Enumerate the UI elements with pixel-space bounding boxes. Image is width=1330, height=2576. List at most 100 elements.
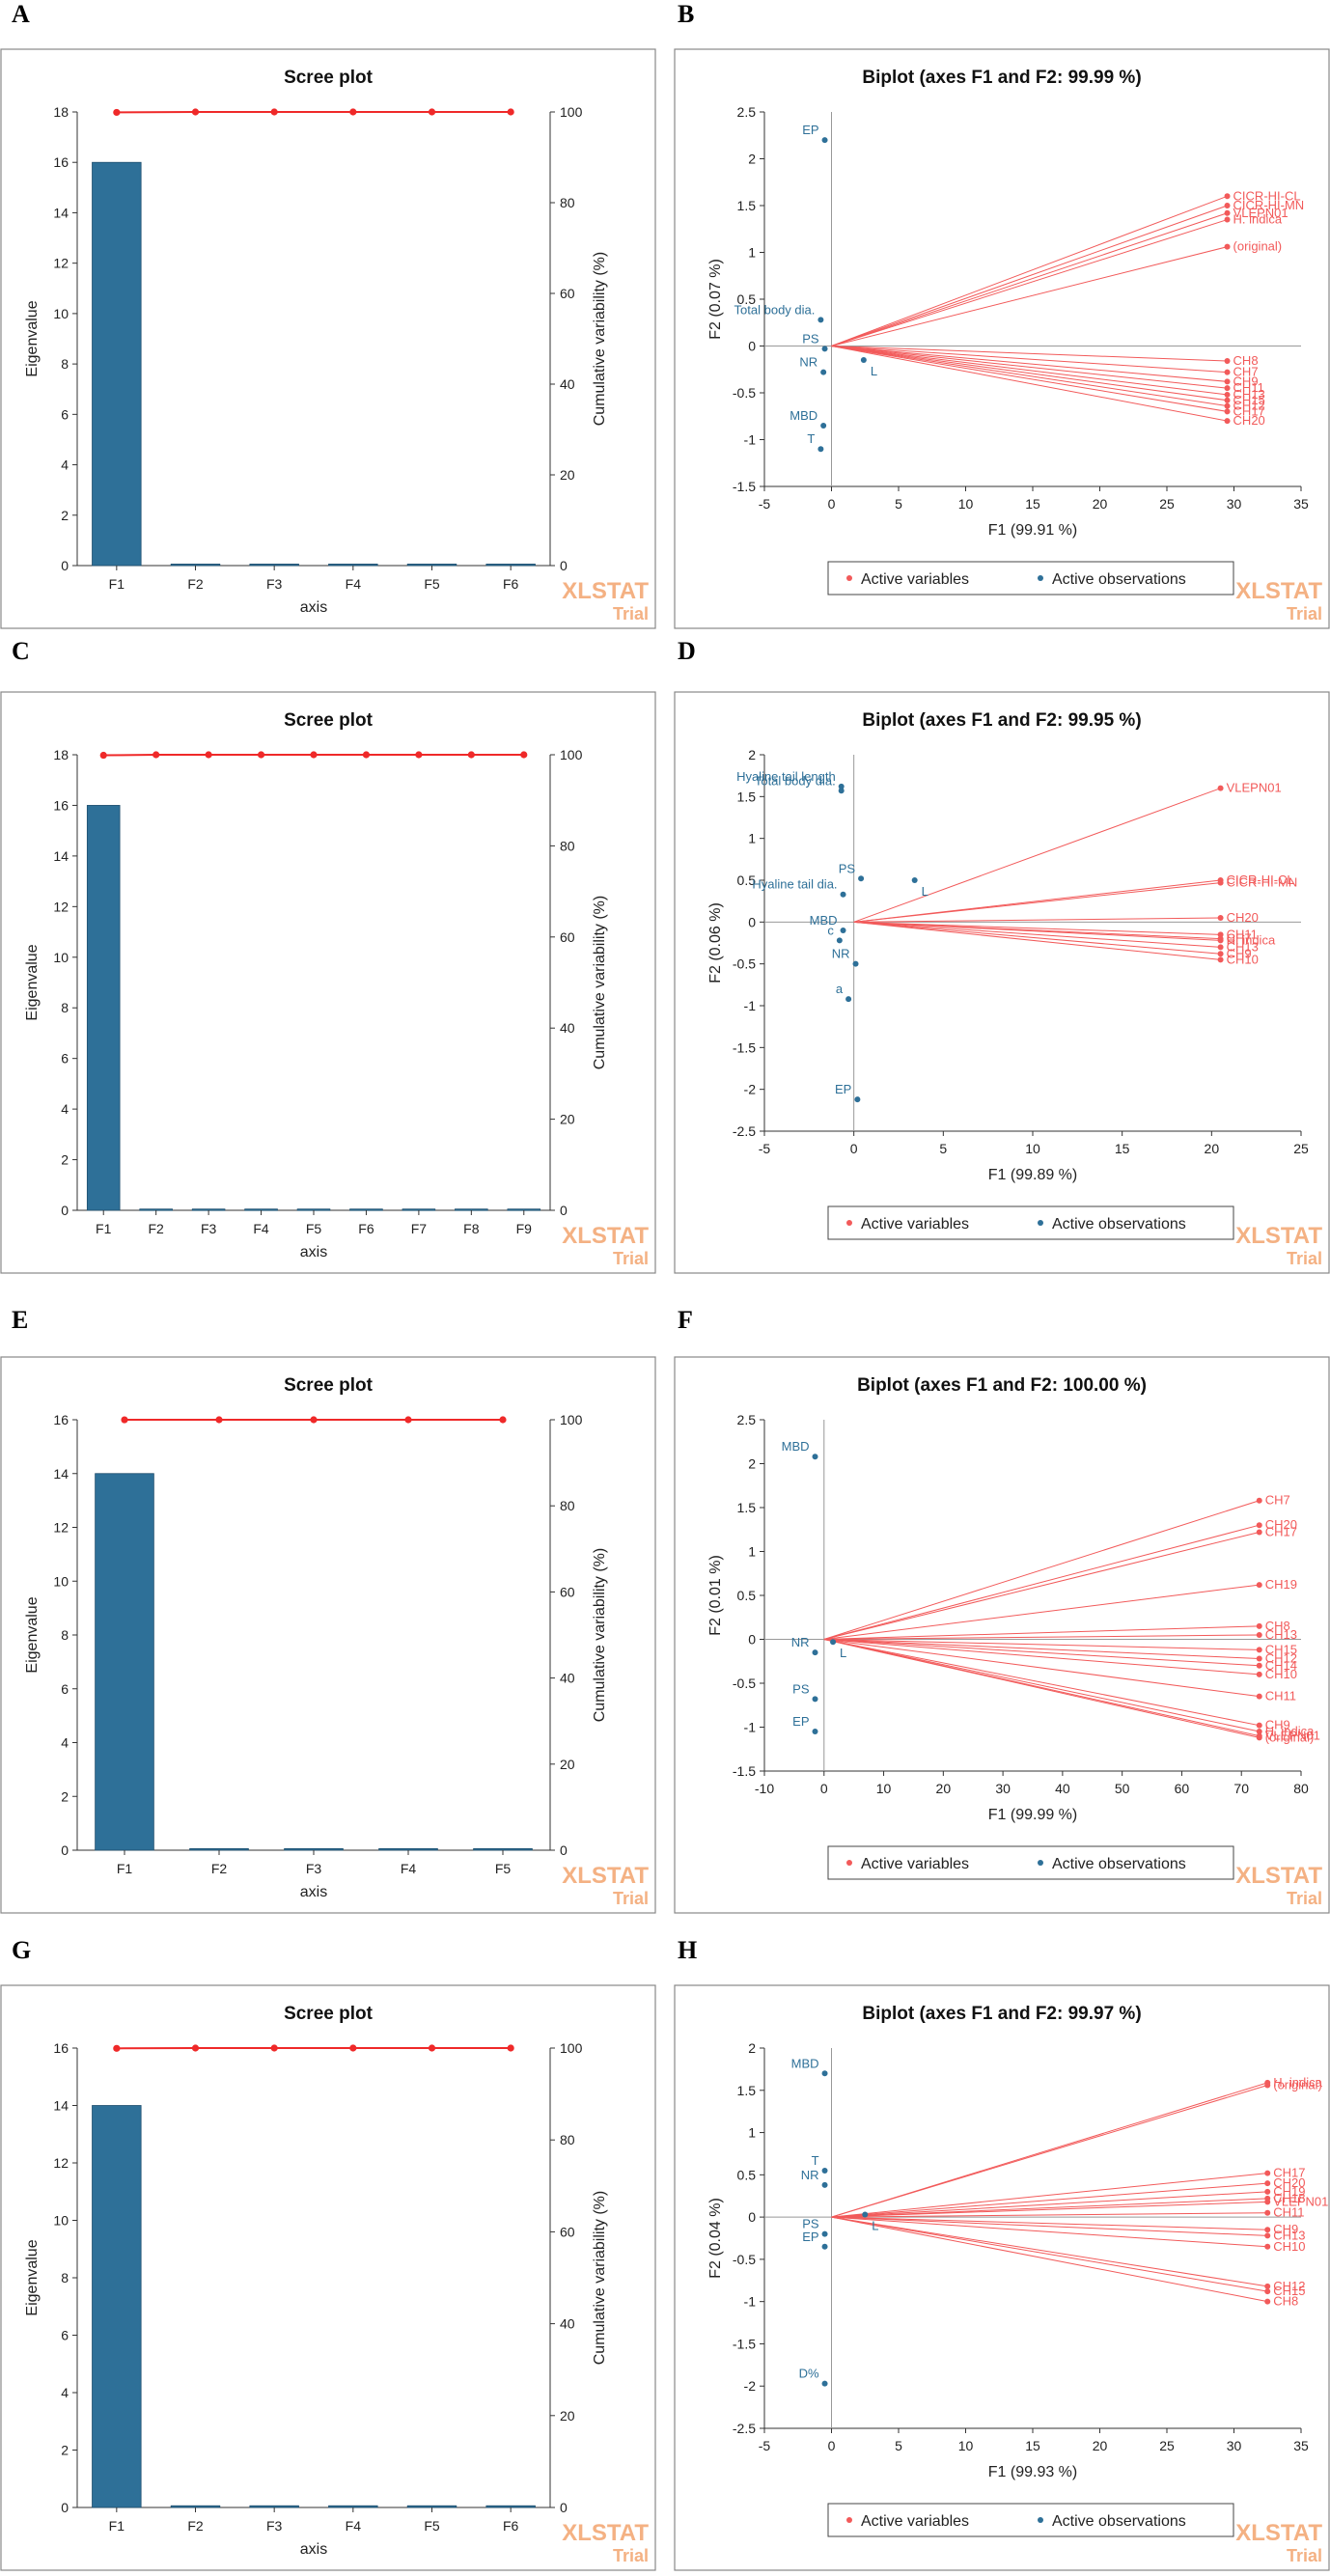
y-tick-label: 4 <box>61 1101 69 1117</box>
bar-f8 <box>455 1208 488 1211</box>
observation-label: c <box>827 923 834 937</box>
observation-point <box>821 2243 828 2250</box>
variable-vector <box>823 1531 1260 1640</box>
y-tick-label: 0 <box>61 1203 69 1218</box>
y-tick-label: -1 <box>744 1720 757 1735</box>
variable-vector <box>823 1625 1260 1640</box>
x-tick-label: 30 <box>1227 2438 1242 2453</box>
y-tick-label: 10 <box>53 950 69 965</box>
x-tick-label: F3 <box>266 2518 283 2534</box>
cumulative-point <box>520 751 528 759</box>
variable-point <box>1256 1693 1262 1700</box>
variable-label: CH9 <box>1273 2222 1298 2236</box>
bar-f4 <box>328 564 378 567</box>
variable-vector <box>831 219 1228 346</box>
x-tick-label: F3 <box>306 1861 322 1876</box>
observation-label: PS <box>792 1681 810 1696</box>
variable-vector <box>823 1639 1260 1738</box>
variable-vector <box>823 1639 1260 1732</box>
y-tick-label: 0.5 <box>737 1588 757 1603</box>
variable-vector <box>831 346 1228 374</box>
x-tick-label: F6 <box>358 1221 374 1236</box>
bar-f3 <box>284 1847 344 1851</box>
y-tick-label: 2 <box>748 747 756 762</box>
x-tick-label: 60 <box>1175 1781 1190 1796</box>
bar-f1 <box>92 2105 142 2508</box>
y-tick-label: -0.5 <box>733 1676 756 1691</box>
chart-title: Scree plot <box>284 2004 374 2024</box>
variable-point <box>1217 951 1224 957</box>
cumulative-point <box>349 2044 357 2052</box>
variable-label: VLEPN01 <box>1227 781 1282 795</box>
y2-tick-label: 0 <box>560 558 568 573</box>
bar-f5 <box>406 2505 457 2508</box>
y-tick-label: 18 <box>53 104 69 120</box>
bar-f3 <box>249 564 299 567</box>
x-tick-label: 20 <box>1205 1141 1220 1156</box>
watermark-main: XLSTAT <box>1235 2520 1322 2546</box>
cumulative-point <box>362 751 371 759</box>
y-tick-label: 8 <box>61 356 69 372</box>
variable-vector <box>831 2216 1268 2292</box>
y2-tick-label: 20 <box>560 1112 575 1127</box>
variable-vector <box>853 921 1221 935</box>
observation-label: L <box>871 364 877 378</box>
variable-point <box>1256 1671 1262 1677</box>
y-tick-label: -1.5 <box>733 2336 756 2351</box>
cumulative-point <box>113 2044 121 2052</box>
variable-point <box>1264 2298 1271 2305</box>
variable-vector <box>831 2085 1268 2218</box>
variable-point <box>1264 2227 1271 2233</box>
watermark-main: XLSTAT <box>562 1223 649 1249</box>
x-tick-label: -5 <box>759 496 771 512</box>
y2-tick-label: 80 <box>560 838 575 853</box>
observation-point <box>854 1096 861 1103</box>
y-tick-label: 4 <box>61 1735 69 1751</box>
legend-marker-variables <box>846 2517 852 2523</box>
variable-vector <box>831 346 1228 402</box>
legend-box <box>827 2503 1234 2537</box>
x-tick-label: 10 <box>958 496 974 512</box>
bar-f9 <box>507 1208 541 1211</box>
watermark-main: XLSTAT <box>562 1863 649 1889</box>
legend-marker-observations <box>1038 2517 1043 2523</box>
y-tick-label: -2.5 <box>733 1123 756 1139</box>
cumulative-point <box>270 108 278 116</box>
variable-vector <box>823 1524 1260 1640</box>
variable-vector <box>831 346 1228 407</box>
legend-label-observations: Active observations <box>1052 571 1186 588</box>
variable-vector <box>831 346 1228 412</box>
bar-f6 <box>485 564 536 567</box>
observation-point <box>852 960 859 967</box>
variable-label: CH10 <box>1273 2239 1305 2254</box>
cumulative-point <box>257 751 265 759</box>
observation-point <box>812 1454 818 1460</box>
variable-vector <box>823 1639 1260 1698</box>
y-tick-label: 2 <box>61 1788 69 1804</box>
x-tick-label: 0 <box>820 1781 828 1796</box>
y-axis-label: Eigenvalue <box>24 1596 41 1673</box>
variable-point <box>1224 391 1231 398</box>
x-tick-label: F5 <box>424 576 440 592</box>
y-tick-label: -1.5 <box>733 1763 756 1779</box>
variable-label: CH15 <box>1265 1642 1297 1656</box>
variable-point <box>1224 408 1231 415</box>
y-tick-label: 10 <box>53 306 69 321</box>
y-tick-label: 8 <box>61 1627 69 1643</box>
x-tick-label: F9 <box>516 1221 533 1236</box>
observation-label: PS <box>839 861 856 875</box>
watermark-sub: Trial <box>613 604 649 623</box>
observation-label: PS <box>802 331 819 346</box>
x-tick-label: F4 <box>253 1221 269 1236</box>
bar-f1 <box>92 161 142 567</box>
variable-point <box>1224 216 1231 223</box>
y-tick-label: 16 <box>53 797 69 813</box>
y-tick-label: 14 <box>53 2098 69 2114</box>
variable-label: CH8 <box>1233 353 1259 368</box>
variable-vector <box>831 2212 1268 2218</box>
y2-tick-label: 60 <box>560 929 575 945</box>
panel-letter-c: C <box>12 637 30 665</box>
variable-point <box>1256 1729 1262 1735</box>
y-axis-label: Eigenvalue <box>24 300 41 376</box>
observation-point <box>858 875 865 882</box>
